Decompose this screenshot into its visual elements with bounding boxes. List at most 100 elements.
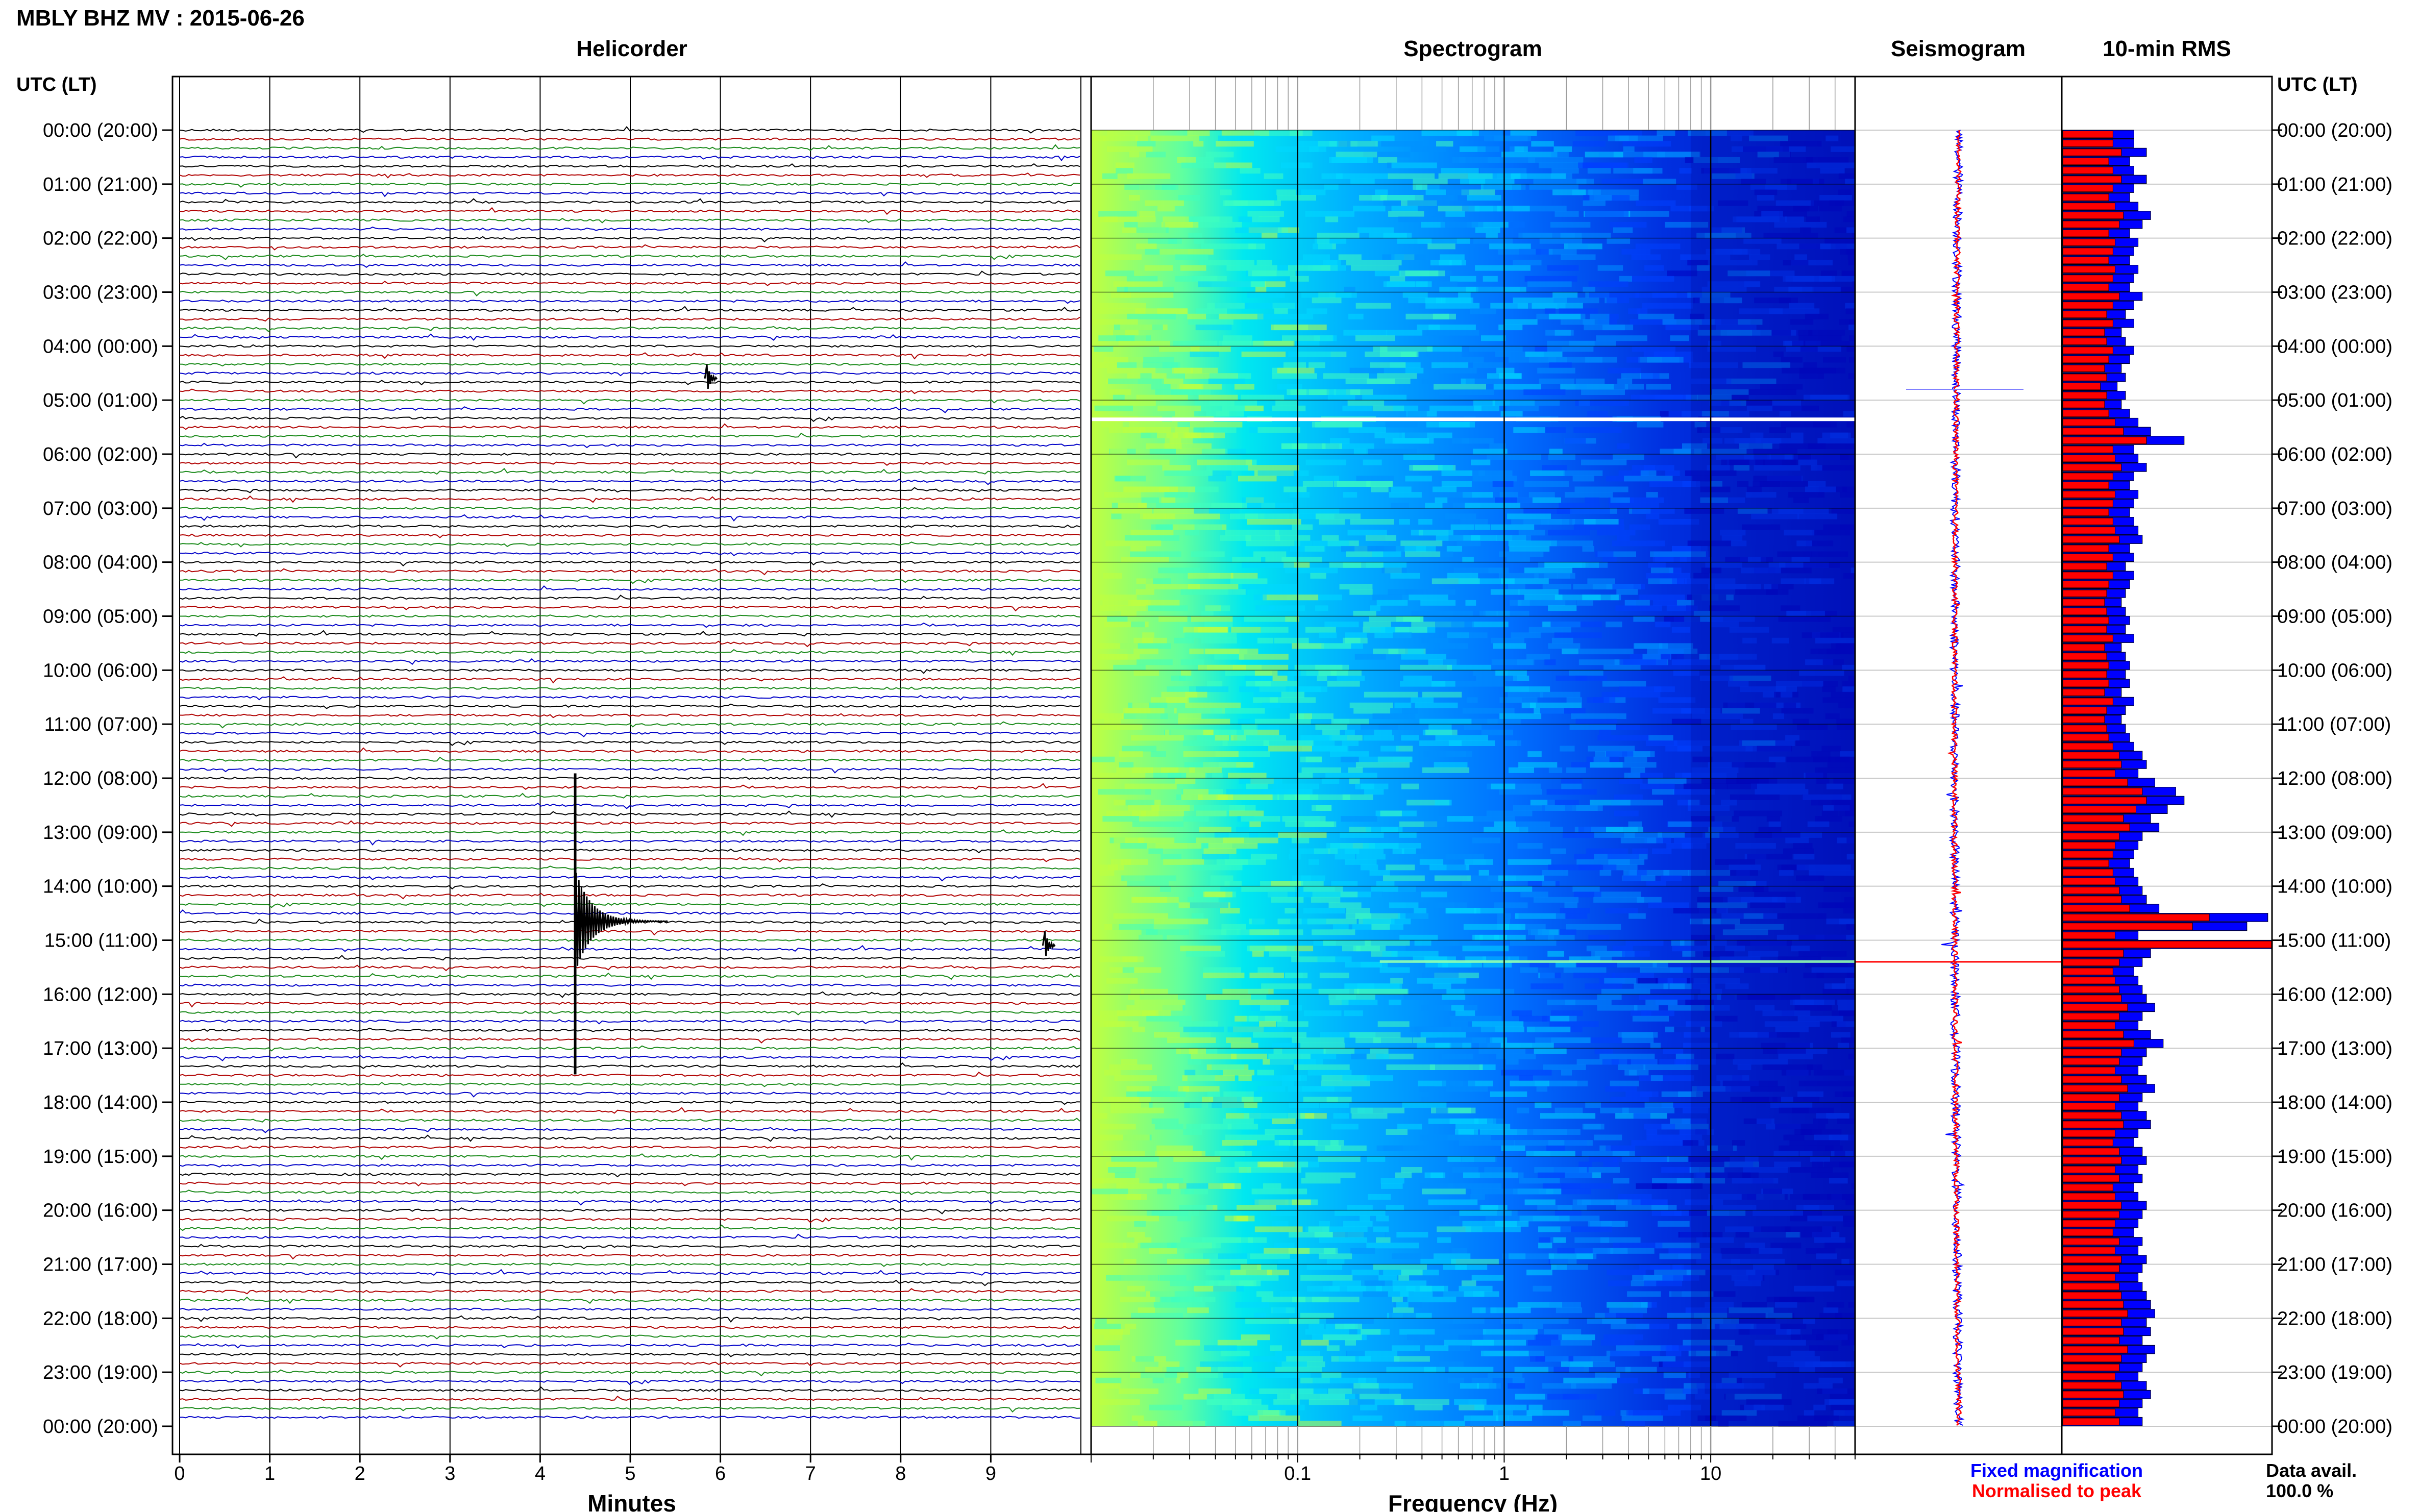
spectrogram-cell: [1262, 702, 1280, 708]
spectrogram-cell: [1592, 1248, 1614, 1254]
spectrogram-cell: [1837, 1118, 1855, 1124]
spectrogram-cell: [1639, 994, 1694, 1000]
spectrogram-cell: [1629, 870, 1670, 876]
spectrogram-cell: [1474, 908, 1504, 914]
spectrogram-cell: [1356, 476, 1394, 482]
spectrogram-cell: [1098, 789, 1151, 795]
rms-bar-normalised: [2062, 481, 2109, 489]
spectrogram-cell: [1173, 1156, 1221, 1162]
minutes-tick-label: 1: [264, 1463, 275, 1484]
spectrogram-cell: [1446, 1345, 1470, 1351]
rms-bar-normalised: [2062, 1049, 2122, 1056]
spectrogram-cell: [1131, 1415, 1144, 1421]
spectrogram-cell: [1738, 319, 1763, 325]
spectrogram-cell: [1227, 1124, 1258, 1130]
spectrogram-cell: [1619, 135, 1638, 141]
spectrogram-cell: [1797, 1264, 1811, 1270]
spectrogram-cell: [1545, 1356, 1569, 1362]
spectrogram-cell: [1348, 427, 1386, 433]
spectrogram-cell: [1849, 357, 1855, 363]
spectrogram-cell: [1428, 724, 1452, 730]
spectrogram-cell: [1608, 859, 1645, 865]
spectrogram-cell: [1849, 319, 1855, 325]
spectrogram-cell: [1221, 929, 1239, 935]
spectrogram-cell: [1416, 848, 1427, 854]
helicorder-trace-line: [179, 1307, 1080, 1311]
rms-bar-normalised: [2062, 995, 2122, 1002]
spectrogram-cell: [1286, 1356, 1323, 1362]
spectrogram-cell: [1188, 319, 1233, 325]
spectrogram-cell: [1400, 681, 1455, 687]
spectrogram-cell: [1176, 708, 1222, 714]
rms-bar-normalised: [2062, 661, 2109, 670]
time-label-right: 12:00 (08:00): [2277, 768, 2392, 789]
spectrogram-cell: [1434, 762, 1468, 768]
helicorder-trace-line: [179, 227, 1080, 231]
spectrogram-cell: [1201, 610, 1214, 616]
spectrogram-cell: [1643, 152, 1699, 158]
spectrogram-cell: [1183, 627, 1228, 633]
spectrogram-cell: [1363, 622, 1391, 628]
spectrogram-cell: [1096, 254, 1142, 260]
spectrogram-cell: [1282, 1048, 1326, 1054]
spectrogram-cell: [1472, 476, 1517, 482]
spectrogram-cell: [1852, 233, 1855, 239]
spectrogram-cell: [1357, 983, 1402, 989]
spectrogram-cell: [1563, 1421, 1581, 1427]
spectrogram-cell: [1683, 1043, 1718, 1049]
spectrogram-cell: [1110, 449, 1127, 455]
helicorder-trace-line: [179, 1118, 1080, 1123]
spectrogram-cell: [1842, 664, 1855, 671]
spectrogram-cell: [1458, 578, 1515, 584]
spectrogram-cell: [1281, 691, 1304, 698]
spectrogram-cell: [1275, 1367, 1322, 1373]
spectrogram-cell: [1310, 573, 1326, 579]
spectrogram-cell: [1708, 340, 1721, 346]
spectrogram-cell: [1195, 810, 1229, 816]
spectrogram-cell: [1314, 476, 1339, 482]
spectrogram-cell: [1617, 961, 1657, 968]
rms-bar-normalised: [2062, 247, 2113, 255]
spectrogram-cell: [1451, 438, 1469, 444]
spectrogram-cell: [1401, 783, 1419, 789]
spectrogram-cell: [1591, 951, 1625, 957]
spectrogram-cell: [1545, 805, 1598, 811]
spectrogram-cell: [1834, 1151, 1845, 1157]
spectrogram-cell: [1109, 389, 1131, 395]
spectrogram-cell: [1288, 351, 1331, 357]
helicorder-trace-line: [179, 236, 1080, 242]
helicorder-trace-line: [179, 1189, 1080, 1196]
spectrogram-cell: [1119, 1388, 1158, 1394]
helicorder-trace-line: [179, 217, 1080, 224]
spectrogram-cell: [1203, 1253, 1250, 1259]
spectrogram-cell: [1661, 1167, 1699, 1173]
spectrogram-cell: [1539, 238, 1583, 244]
spectrogram-cell: [1447, 1107, 1476, 1113]
spectrogram-cell: [1510, 940, 1557, 946]
spectrogram-cell: [1401, 848, 1417, 854]
spectrogram-cell: [1607, 1270, 1646, 1276]
helicorder-trace-line: [180, 945, 1080, 952]
spectrogram-cell: [1094, 1345, 1120, 1351]
spectrogram-cell: [1281, 162, 1310, 168]
spectrogram-cell: [1690, 919, 1721, 925]
spectrogram-cell: [1094, 1015, 1118, 1022]
rms-bar-normalised: [2062, 166, 2113, 175]
spectrogram-cell: [1706, 1323, 1751, 1329]
spectrogram-cell: [1171, 1297, 1216, 1303]
spectrogram-cell: [1441, 168, 1479, 174]
spectrogram-cell: [1716, 1075, 1749, 1081]
spectrogram-cell: [1177, 1372, 1189, 1378]
rms-bar-normalised: [2062, 1364, 2120, 1372]
spectrogram-cell: [1610, 1080, 1639, 1086]
spectrogram-cell: [1659, 1253, 1701, 1259]
spectrogram-cell: [1294, 540, 1313, 547]
spectrogram-cell: [1431, 1232, 1451, 1238]
spectrogram-cell: [1247, 1253, 1290, 1259]
spectrogram-cell: [1683, 783, 1728, 789]
spectrogram-cell: [1554, 1107, 1583, 1113]
spectrogram-cell: [1790, 1194, 1812, 1200]
spectrogram-cell: [1516, 924, 1546, 930]
spectrogram-cell: [1366, 1243, 1419, 1249]
spectrogram-cell: [1575, 718, 1617, 725]
